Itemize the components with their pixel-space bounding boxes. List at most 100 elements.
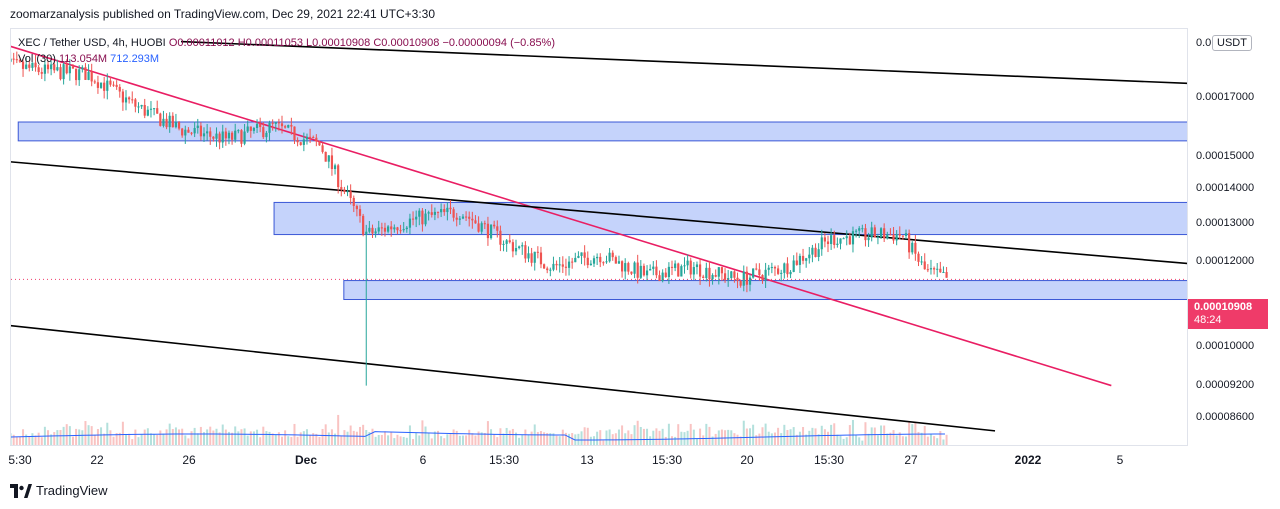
candle-body — [727, 278, 730, 280]
volume-bar — [842, 438, 845, 445]
candlestick-chart — [11, 40, 1187, 445]
candle-body — [571, 261, 574, 263]
time-axis[interactable]: 5:30 22 26 Dec 6 15:30 13 15:30 20 15:30 27 2022 5 — [0, 446, 1188, 474]
candle-body — [21, 61, 25, 69]
candle-body — [630, 271, 633, 274]
volume-bar — [437, 430, 440, 445]
candle-body — [926, 269, 929, 271]
candle-body — [493, 224, 496, 227]
volume-bar — [302, 431, 305, 445]
candle-body — [268, 122, 271, 133]
volume-bar — [617, 429, 620, 445]
candle-body — [43, 64, 46, 74]
candle-body — [521, 245, 524, 247]
candle-body — [489, 224, 493, 239]
volume-bar — [692, 429, 695, 445]
candle-body — [68, 66, 71, 74]
candle-body — [496, 226, 499, 231]
volume-bar — [708, 426, 711, 445]
time-tick-label: 5 — [1116, 453, 1124, 467]
volume-bar — [702, 435, 705, 445]
chart-pane[interactable] — [10, 28, 1188, 446]
candle-body — [708, 267, 711, 280]
volume-bar — [636, 420, 639, 445]
symbol-label[interactable]: XEC / Tether USD, 4h, HUOBI — [18, 37, 166, 49]
volume-bar — [689, 423, 692, 445]
candle-body — [645, 270, 649, 276]
volume-bar — [143, 429, 146, 445]
candle-body — [271, 122, 274, 124]
volume-bar — [59, 430, 62, 445]
candle-body — [421, 210, 424, 225]
candle-body — [936, 268, 939, 270]
volume-bar — [256, 429, 259, 445]
candle-body — [259, 123, 262, 128]
candle-body — [649, 268, 652, 271]
price-axis[interactable]: 0.0 0.00017000 0.00015000 0.00014000 0.0001… — [1188, 28, 1280, 446]
candle-body — [71, 66, 75, 69]
volume-bar — [196, 433, 199, 445]
candle-body — [15, 59, 18, 61]
volume-bar — [477, 431, 480, 445]
candle-body — [776, 268, 780, 274]
volume-bar — [580, 431, 583, 445]
currency-badge[interactable]: USDT — [1212, 35, 1252, 51]
volume-bar — [811, 427, 814, 445]
volume-bar — [905, 436, 908, 445]
candle-body — [87, 71, 90, 80]
volume-bar — [483, 432, 486, 445]
volume-bar — [586, 427, 589, 445]
volume-bar — [646, 428, 649, 445]
candle-body — [518, 246, 521, 248]
candle-body — [633, 262, 636, 274]
candle-body — [308, 136, 312, 138]
volume-bar — [224, 429, 227, 445]
volume-bar — [549, 433, 552, 445]
volume-bar — [465, 435, 468, 445]
candle-body — [480, 223, 483, 232]
volume-bar — [281, 436, 284, 445]
candle-body — [84, 67, 87, 80]
volume-bar — [515, 432, 518, 445]
volume-bar — [917, 431, 920, 445]
candle-body — [939, 268, 942, 273]
volume-bar — [876, 435, 879, 445]
candle-body — [25, 64, 28, 69]
volume-bar — [674, 436, 677, 445]
volume-bar — [508, 430, 511, 445]
candle-body — [202, 133, 206, 137]
volume-bar — [602, 440, 605, 445]
candle-body — [96, 82, 100, 88]
candle-body — [714, 275, 717, 277]
volume-bar — [929, 434, 932, 445]
candle-body — [405, 227, 408, 230]
candle-body — [555, 263, 558, 266]
volume-bar — [246, 435, 249, 445]
candle-body — [611, 252, 614, 258]
volume-bar — [149, 433, 152, 445]
candle-body — [792, 260, 795, 272]
candle-body — [736, 277, 739, 281]
volume-bar — [231, 432, 234, 445]
volume-bar — [823, 429, 826, 445]
time-tick-label: 26 — [182, 453, 196, 467]
volume-bar — [658, 430, 661, 445]
volume-bar — [758, 433, 761, 445]
volume-bar — [627, 430, 630, 445]
volume-bar — [259, 437, 262, 445]
volume-bar — [18, 436, 21, 445]
candle-body — [343, 189, 346, 192]
candle-body — [904, 233, 908, 236]
volume-bar — [833, 423, 836, 445]
volume-label[interactable]: Vol (30) — [18, 53, 56, 65]
candle-body — [274, 122, 277, 124]
volume-bar — [745, 428, 748, 445]
candle-body — [196, 125, 199, 129]
volume-bar — [299, 432, 302, 445]
candle-body — [146, 109, 149, 116]
zones-layer — [17, 121, 1187, 301]
candle-body — [402, 229, 405, 231]
volume-bar — [234, 426, 237, 445]
candle-body — [892, 234, 895, 241]
candle-body — [624, 263, 627, 272]
